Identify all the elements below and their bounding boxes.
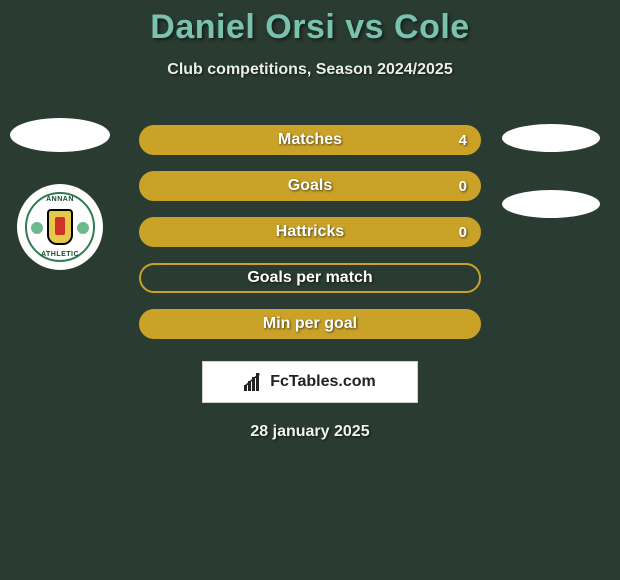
player-avatar-placeholder bbox=[502, 124, 600, 152]
right-avatar-column bbox=[502, 124, 600, 218]
stat-row: Min per goal bbox=[139, 309, 481, 339]
left-avatar-column: ANNAN ATHLETIC bbox=[10, 118, 110, 270]
stat-label: Goals per match bbox=[247, 269, 372, 287]
stat-row: Goals 0 bbox=[139, 171, 481, 201]
stat-value-right: 0 bbox=[459, 178, 467, 195]
date-text: 28 january 2025 bbox=[0, 423, 620, 441]
stat-value-right: 4 bbox=[459, 132, 467, 149]
stat-label: Hattricks bbox=[276, 223, 344, 241]
shield-icon bbox=[47, 209, 73, 245]
stat-row: Hattricks 0 bbox=[139, 217, 481, 247]
stat-label: Min per goal bbox=[263, 315, 357, 333]
stat-row: Matches 4 bbox=[139, 125, 481, 155]
brand-text: FcTables.com bbox=[270, 373, 376, 391]
bar-chart-icon bbox=[244, 373, 264, 391]
club-badge-bottom-text: ATHLETIC bbox=[41, 251, 79, 258]
club-badge: ANNAN ATHLETIC bbox=[17, 184, 103, 270]
stat-row: Goals per match bbox=[139, 263, 481, 293]
subtitle: Club competitions, Season 2024/2025 bbox=[0, 61, 620, 79]
club-badge-top-text: ANNAN bbox=[46, 196, 74, 203]
club-avatar-placeholder bbox=[502, 190, 600, 218]
brand-box[interactable]: FcTables.com bbox=[202, 361, 418, 403]
stat-label: Goals bbox=[288, 177, 332, 195]
stat-label: Matches bbox=[278, 131, 342, 149]
player-avatar-placeholder bbox=[10, 118, 110, 152]
page-title: Daniel Orsi vs Cole bbox=[0, 8, 620, 47]
stat-value-right: 0 bbox=[459, 224, 467, 241]
